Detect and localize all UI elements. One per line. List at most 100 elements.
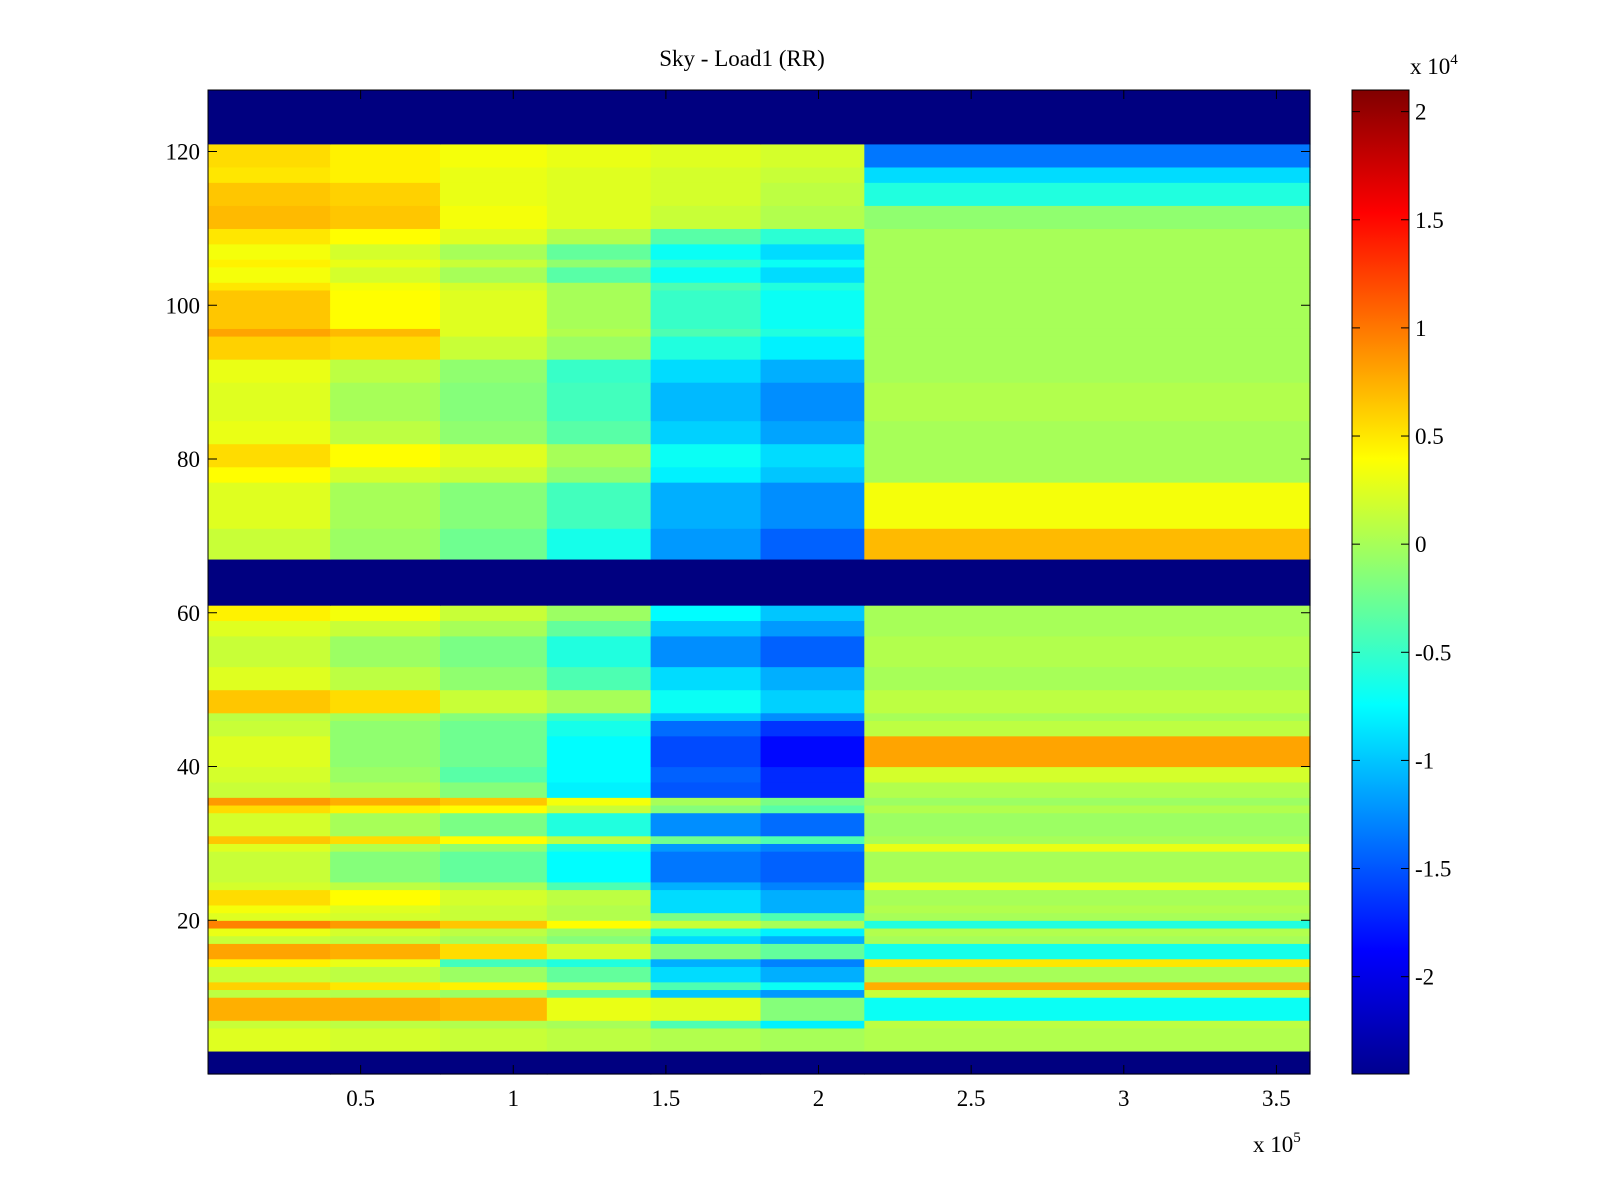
heatmap-cell <box>440 182 548 206</box>
heatmap-cell <box>864 620 1311 637</box>
heatmap-cell <box>208 766 331 783</box>
colorbar-tick-label: -1.5 <box>1415 857 1451 882</box>
heatmap-cell <box>760 712 865 721</box>
heatmap-cell <box>650 328 762 337</box>
heatmap-cell <box>546 259 652 268</box>
heatmap-cell <box>864 889 1311 906</box>
heatmap-cell <box>760 482 865 529</box>
heatmap-cell <box>440 766 548 783</box>
heatmap-cell <box>208 812 331 837</box>
heatmap-cell <box>864 635 1311 668</box>
colorbar-gradient <box>1351 89 1410 1075</box>
heatmap-cell <box>330 336 441 360</box>
heatmap-cell <box>760 766 865 783</box>
heatmap-cell <box>208 420 331 445</box>
heatmap-cell <box>650 266 762 283</box>
heatmap-cell <box>208 835 331 844</box>
heatmap-cell <box>440 143 548 168</box>
colorbar-tick-label: -2 <box>1415 965 1434 990</box>
heatmap-cell <box>330 766 441 783</box>
heatmap-cell <box>864 482 1311 529</box>
heatmap-cell <box>546 528 652 560</box>
heatmap-cell <box>546 997 652 1021</box>
heatmap-cell <box>440 466 548 483</box>
heatmap-cell <box>330 920 441 929</box>
y-tick-label: 120 <box>166 140 201 165</box>
heatmap-cell <box>440 997 548 1021</box>
heatmap-cell <box>440 620 548 637</box>
heatmap-cell <box>650 1050 762 1075</box>
heatmap-cell <box>208 920 331 929</box>
heatmap-cell <box>546 920 652 929</box>
heatmap-cell <box>440 382 548 422</box>
heatmap-cell <box>440 528 548 560</box>
heatmap-cell <box>864 336 1311 360</box>
heatmap-cell <box>760 289 865 329</box>
heatmap-cell <box>440 336 548 360</box>
heatmap-cell <box>208 797 331 806</box>
heatmap-cell <box>208 781 331 798</box>
heatmap-cell <box>330 443 441 468</box>
heatmap-cell <box>208 927 331 937</box>
heatmap-cell <box>208 912 331 921</box>
heatmap-cell <box>760 182 865 206</box>
heatmap-cell <box>440 889 548 906</box>
heatmap-cell <box>440 443 548 468</box>
heatmap-cell <box>546 1020 652 1029</box>
heatmap-cell <box>864 766 1311 783</box>
heatmap-cell <box>650 689 762 714</box>
heatmap-cell <box>330 328 441 337</box>
x-axis-multiplier: x 105 <box>1253 1130 1301 1157</box>
heatmap-cell <box>208 843 331 852</box>
heatmap-cell <box>650 558 762 606</box>
heatmap-cell <box>864 90 1311 145</box>
heatmap-cell <box>330 781 441 798</box>
heatmap-cell <box>650 466 762 483</box>
heatmap-cell <box>864 943 1311 960</box>
heatmap-cell <box>440 689 548 714</box>
heatmap-cell <box>760 1050 865 1075</box>
heatmap-cell <box>330 889 441 906</box>
heatmap-cell <box>208 528 331 560</box>
heatmap-cell <box>760 382 865 422</box>
heatmap-cell <box>760 143 865 168</box>
heatmap-cell <box>208 804 331 814</box>
heatmap-cell <box>208 90 331 145</box>
colorbar-tick-label: 1.5 <box>1415 208 1444 233</box>
heatmap-cell <box>650 989 762 998</box>
heatmap-cell <box>760 689 865 714</box>
heatmap-cell <box>208 259 331 268</box>
heatmap-cell <box>546 843 652 852</box>
heatmap-cell <box>440 359 548 383</box>
heatmap-cell <box>208 182 331 206</box>
heatmap-cell <box>440 635 548 668</box>
heatmap-cell <box>330 851 441 883</box>
heatmap-cell <box>760 835 865 844</box>
heatmap-cell <box>546 881 652 891</box>
heatmap-cell <box>760 620 865 637</box>
heatmap-cell <box>650 843 762 852</box>
x-axis: 0.5 1 1.5 2 2.5 3 3.5 <box>346 90 1291 1111</box>
x-tick-label: 1.5 <box>652 1086 681 1111</box>
heatmap-cell <box>864 328 1311 337</box>
heatmap-cell <box>546 182 652 206</box>
colorbar-tick-label: 2 <box>1415 100 1427 125</box>
heatmap-cell <box>330 1027 441 1052</box>
heatmap-cell <box>760 266 865 283</box>
heatmap-cell <box>208 635 331 668</box>
heatmap-cell <box>330 843 441 852</box>
heatmap-cell <box>650 804 762 814</box>
heatmap-cell <box>330 997 441 1021</box>
heatmap-cell <box>440 1020 548 1029</box>
colorbar-multiplier-base: x 10 <box>1410 54 1450 79</box>
heatmap-cell <box>760 243 865 260</box>
heatmap-cell <box>330 635 441 668</box>
svg-text:x 105: x 105 <box>1253 1130 1301 1157</box>
heatmap-cell <box>330 289 441 329</box>
y-tick-label: 60 <box>177 601 200 626</box>
heatmap-cell <box>208 997 331 1021</box>
heatmap-cell <box>546 420 652 445</box>
heatmap-cell <box>650 851 762 883</box>
heatmap-cell <box>864 712 1311 721</box>
heatmap-cell <box>650 205 762 229</box>
